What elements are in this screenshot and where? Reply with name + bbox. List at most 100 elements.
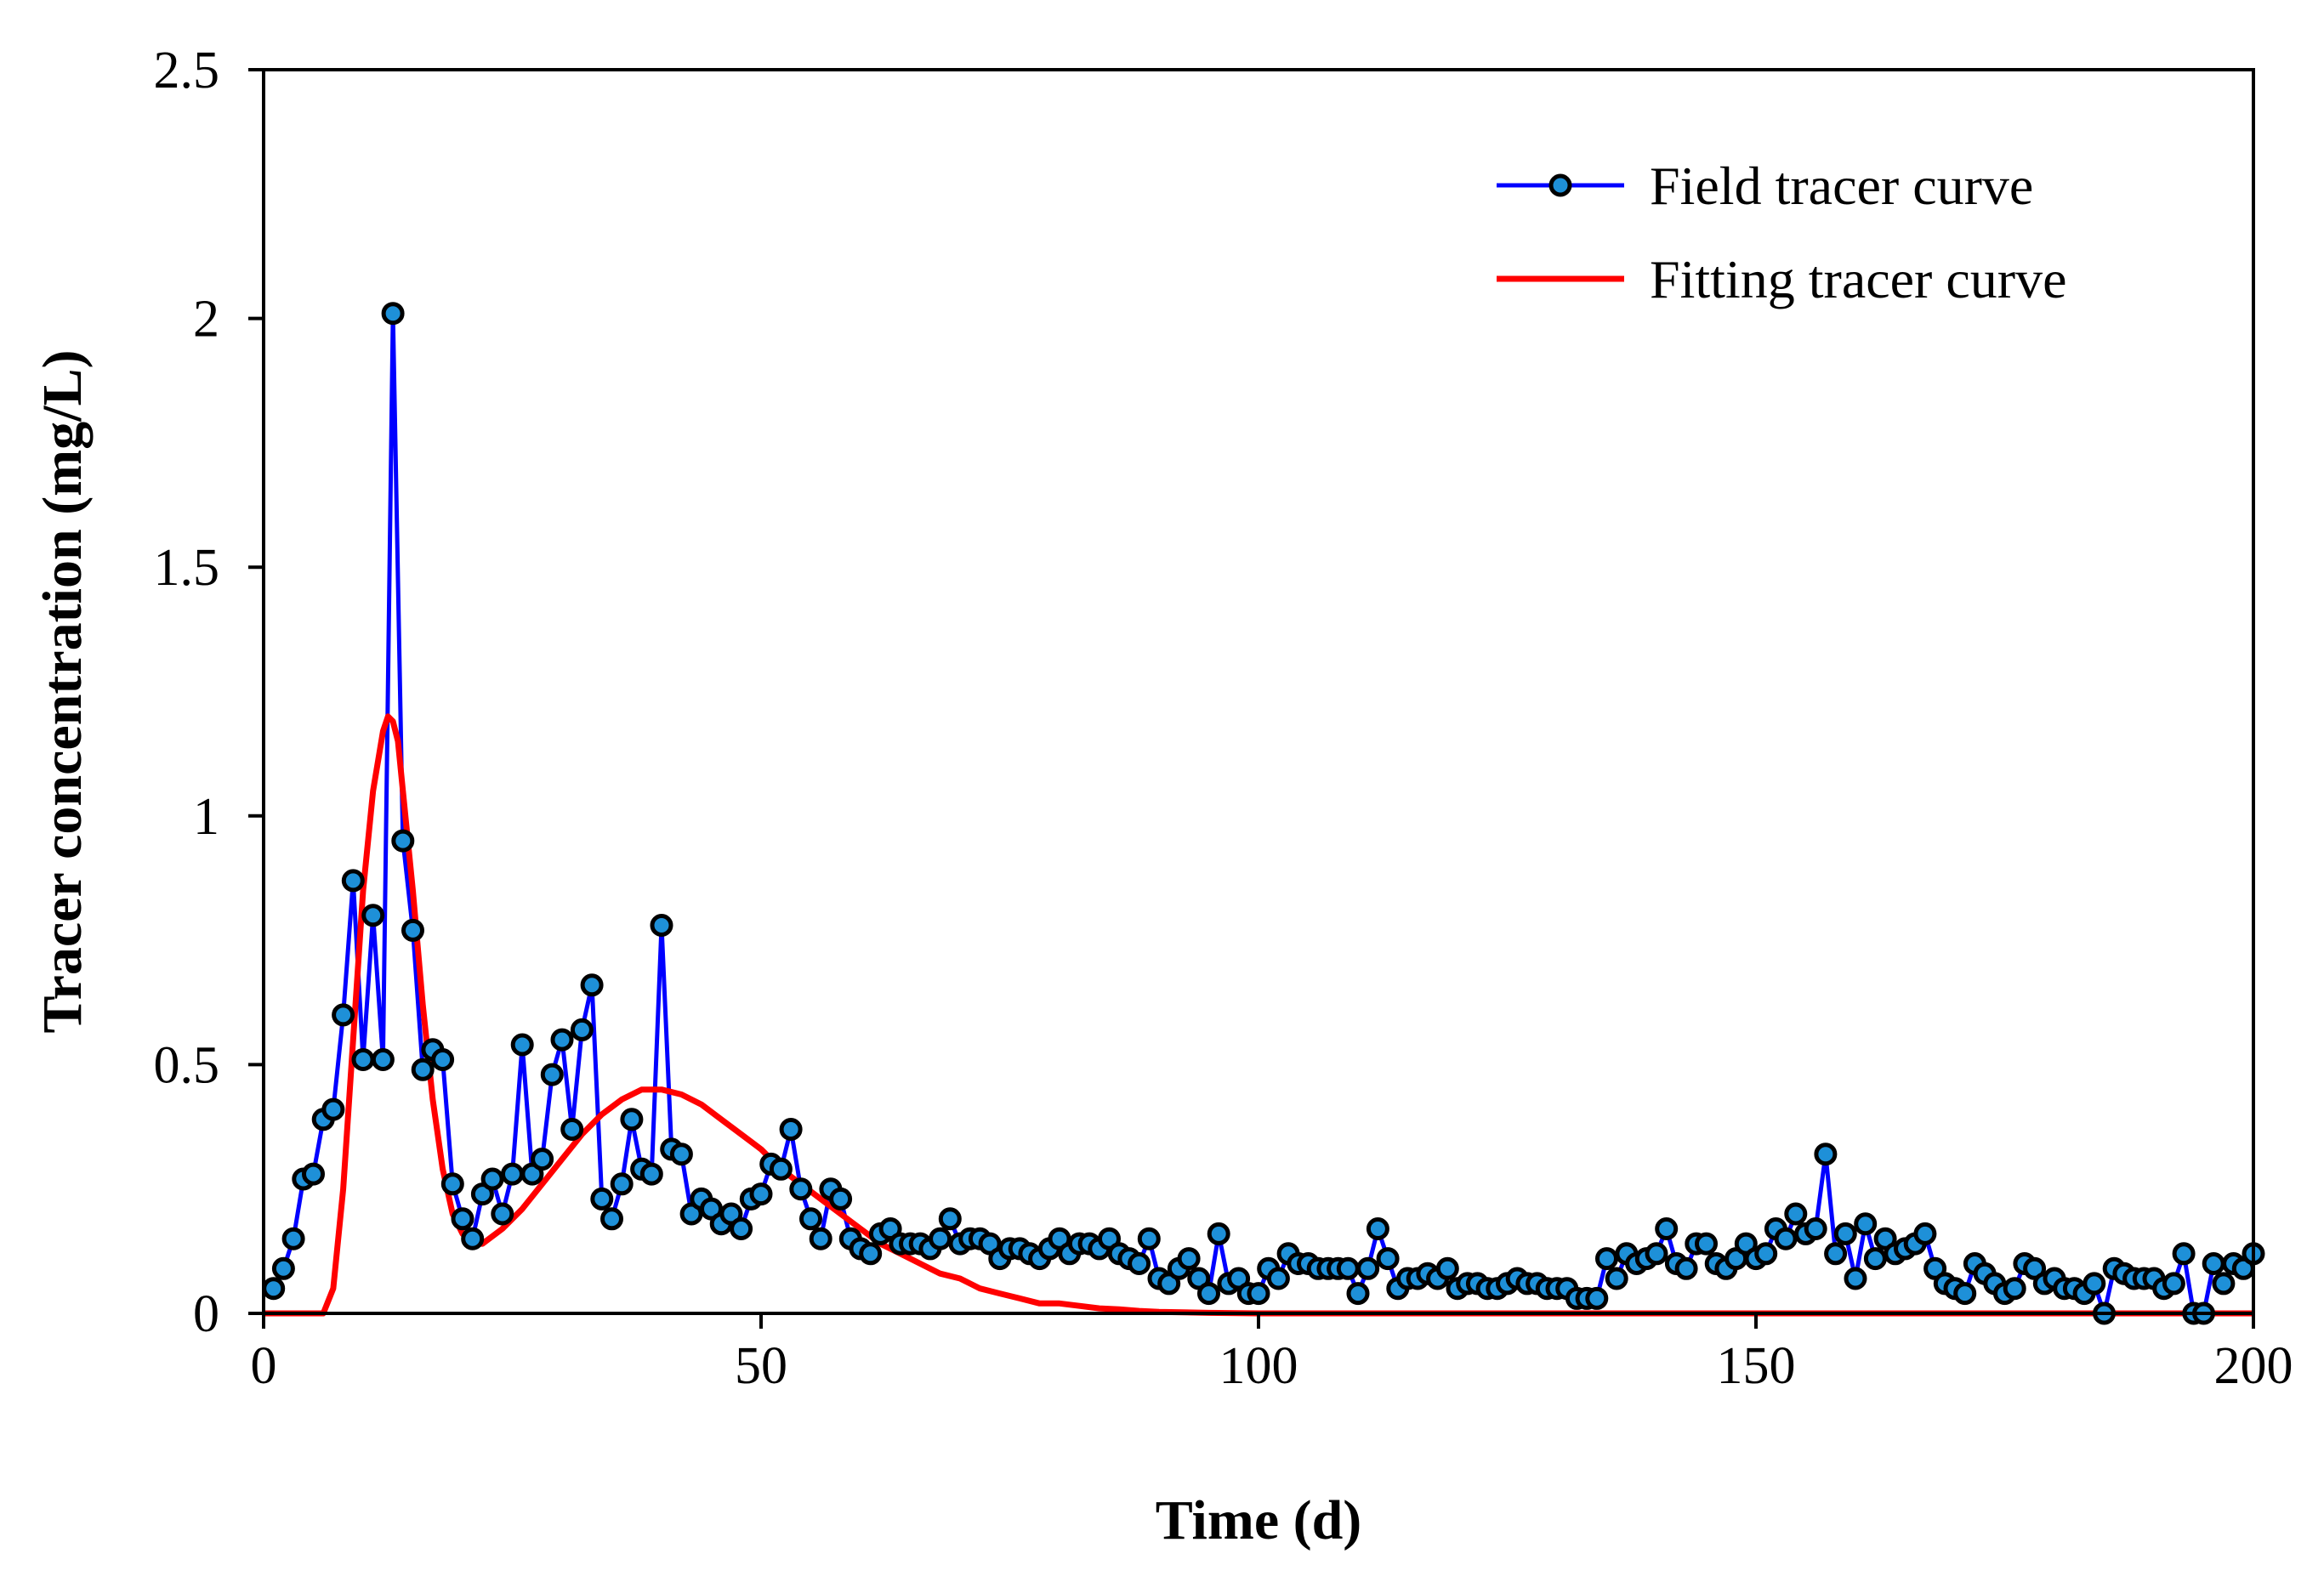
data-point-field-tracer <box>669 1143 693 1166</box>
series-line-fitting-tracer <box>264 713 2253 1317</box>
x-tick-label: 200 <box>2214 1337 2293 1395</box>
data-point-field-tracer <box>1595 1247 1618 1271</box>
data-point-field-tracer <box>540 1063 564 1086</box>
data-point-field-tracer <box>1177 1247 1201 1271</box>
data-point-field-tracer <box>2172 1242 2196 1266</box>
data-point-field-tracer <box>580 973 604 997</box>
data-point-field-tracer <box>1953 1282 1977 1306</box>
y-tick-label: 1 <box>193 788 219 846</box>
data-point-field-tracer <box>281 1227 305 1250</box>
data-point-field-tracer <box>341 869 365 893</box>
data-point-field-tracer <box>1376 1247 1400 1271</box>
data-point-field-tracer <box>2202 1252 2225 1275</box>
data-point-field-tracer <box>302 1162 325 1186</box>
data-point-field-tracer <box>1128 1252 1151 1275</box>
x-tick-label: 100 <box>1219 1337 1298 1395</box>
data-point-field-tracer <box>610 1172 634 1196</box>
data-point-field-tracer <box>1824 1242 1848 1266</box>
data-point-field-tracer <box>2003 1277 2026 1301</box>
data-point-field-tracer <box>361 904 385 927</box>
y-tick-label: 2.5 <box>154 42 220 99</box>
data-point-field-tracer <box>332 1003 355 1027</box>
data-point-field-tracer <box>650 914 673 937</box>
data-point-field-tracer <box>829 1187 853 1211</box>
axis-layer: 0 50 100 150 200 0 0.5 1 1.5 2 2.5 <box>154 42 2293 1395</box>
data-point-field-tracer <box>550 1028 574 1052</box>
data-point-field-tracer <box>2212 1272 2236 1296</box>
data-point-field-tracer <box>1435 1256 1459 1280</box>
x-tick-label: 150 <box>1717 1337 1796 1395</box>
data-point-field-tracer <box>371 1048 395 1071</box>
data-point-field-tracer <box>570 1018 594 1041</box>
data-point-field-tracer <box>560 1118 584 1141</box>
data-point-field-tracer <box>1645 1242 1668 1266</box>
legend: Field tracer curve Fitting tracer curve <box>1497 156 2066 309</box>
data-point-field-tracer <box>440 1172 464 1196</box>
data-point-field-tracer <box>1605 1267 1628 1290</box>
data-point-field-tracer <box>1247 1282 1270 1306</box>
y-tick-label: 0 <box>193 1285 219 1343</box>
series-line-field-tracer <box>271 311 2256 1316</box>
data-point-field-tracer <box>809 1227 832 1250</box>
data-point-field-tracer <box>1197 1282 1220 1306</box>
y-tick-label: 0.5 <box>154 1036 220 1094</box>
data-point-field-tracer <box>1266 1267 1290 1290</box>
data-point-field-tracer <box>391 829 415 853</box>
data-point-field-tracer <box>1774 1227 1798 1250</box>
data-point-field-tracer <box>590 1187 614 1211</box>
x-tick-label: 50 <box>735 1337 787 1395</box>
data-point-field-tracer <box>271 1256 295 1280</box>
series-layer <box>262 302 2265 1325</box>
data-point-field-tracer <box>1336 1256 1360 1280</box>
data-point-field-tracer <box>381 302 405 326</box>
data-point-field-tracer <box>2162 1272 2185 1296</box>
data-point-field-tracer <box>501 1162 524 1186</box>
data-point-field-tracer <box>779 1118 803 1141</box>
data-point-field-tracer <box>620 1108 644 1131</box>
data-point-field-tracer <box>749 1182 773 1206</box>
data-point-field-tracer <box>531 1148 554 1171</box>
data-point-field-tracer <box>938 1207 962 1231</box>
y-axis-title: Tracer concentration (mg/L) <box>31 350 94 1034</box>
data-point-field-tracer <box>351 1048 375 1071</box>
data-point-field-tracer <box>1585 1286 1609 1310</box>
data-point-field-tracer <box>411 1058 435 1081</box>
data-point-field-tracer <box>431 1048 455 1071</box>
data-point-field-tracer <box>600 1207 623 1231</box>
data-point-field-tracer <box>1674 1256 1698 1280</box>
data-point-field-tracer <box>1833 1222 1857 1245</box>
legend-label-fitting-tracer: Fitting tracer curve <box>1650 249 2066 309</box>
data-point-field-tracer <box>859 1242 883 1266</box>
data-point-field-tracer <box>1655 1217 1679 1240</box>
data-point-field-tracer <box>1356 1256 1380 1280</box>
data-point-field-tracer <box>451 1207 474 1231</box>
data-point-field-tracer <box>1137 1227 1161 1250</box>
data-point-field-tracer <box>1207 1222 1230 1245</box>
data-point-field-tracer <box>1695 1232 1718 1256</box>
data-point-field-tracer <box>1754 1242 1778 1266</box>
data-point-field-tracer <box>1814 1143 1838 1166</box>
data-point-field-tracer <box>491 1202 514 1226</box>
data-point-field-tracer <box>1844 1267 1867 1290</box>
data-point-field-tracer <box>1784 1202 1808 1226</box>
x-axis-title: Time (d) <box>1156 1489 1362 1551</box>
data-point-field-tracer <box>1346 1282 1370 1306</box>
data-point-field-tracer <box>321 1097 345 1121</box>
x-tick-label: 0 <box>251 1337 277 1395</box>
data-point-field-tracer <box>639 1162 663 1186</box>
data-point-field-tracer <box>1804 1217 1827 1240</box>
data-point-field-tracer <box>789 1177 813 1201</box>
y-tick-label: 1.5 <box>154 539 220 597</box>
data-point-field-tracer <box>461 1227 485 1250</box>
data-point-field-tracer <box>730 1217 753 1240</box>
data-point-field-tracer <box>769 1157 793 1181</box>
legend-label-field-tracer: Field tracer curve <box>1650 156 2033 216</box>
data-point-field-tracer <box>1854 1212 1878 1236</box>
legend-swatch-field-tracer-marker <box>1548 173 1572 197</box>
data-point-field-tracer <box>480 1167 504 1191</box>
data-point-field-tracer <box>799 1207 822 1231</box>
y-tick-label: 2 <box>193 291 219 349</box>
data-point-field-tracer <box>262 1277 286 1301</box>
data-point-field-tracer <box>2083 1272 2106 1296</box>
